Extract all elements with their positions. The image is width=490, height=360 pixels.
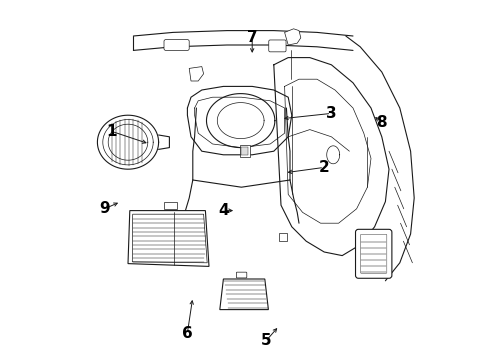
FancyBboxPatch shape (164, 40, 189, 50)
Bar (240, 145, 250, 157)
Bar (279, 233, 287, 241)
Text: 4: 4 (218, 203, 229, 218)
Bar (164, 202, 177, 209)
Polygon shape (128, 211, 209, 266)
Text: 9: 9 (99, 201, 110, 216)
Text: 3: 3 (326, 106, 337, 121)
Text: 2: 2 (319, 160, 330, 175)
Bar (241, 147, 248, 155)
Polygon shape (132, 214, 207, 263)
Polygon shape (220, 279, 269, 310)
Text: 8: 8 (376, 115, 387, 130)
Text: 5: 5 (261, 333, 272, 348)
FancyBboxPatch shape (269, 40, 286, 52)
Text: 7: 7 (247, 30, 258, 45)
Polygon shape (285, 29, 301, 45)
FancyBboxPatch shape (236, 272, 247, 278)
FancyBboxPatch shape (356, 229, 392, 278)
Text: 1: 1 (106, 124, 117, 139)
Polygon shape (189, 67, 204, 81)
Text: 6: 6 (182, 325, 193, 341)
